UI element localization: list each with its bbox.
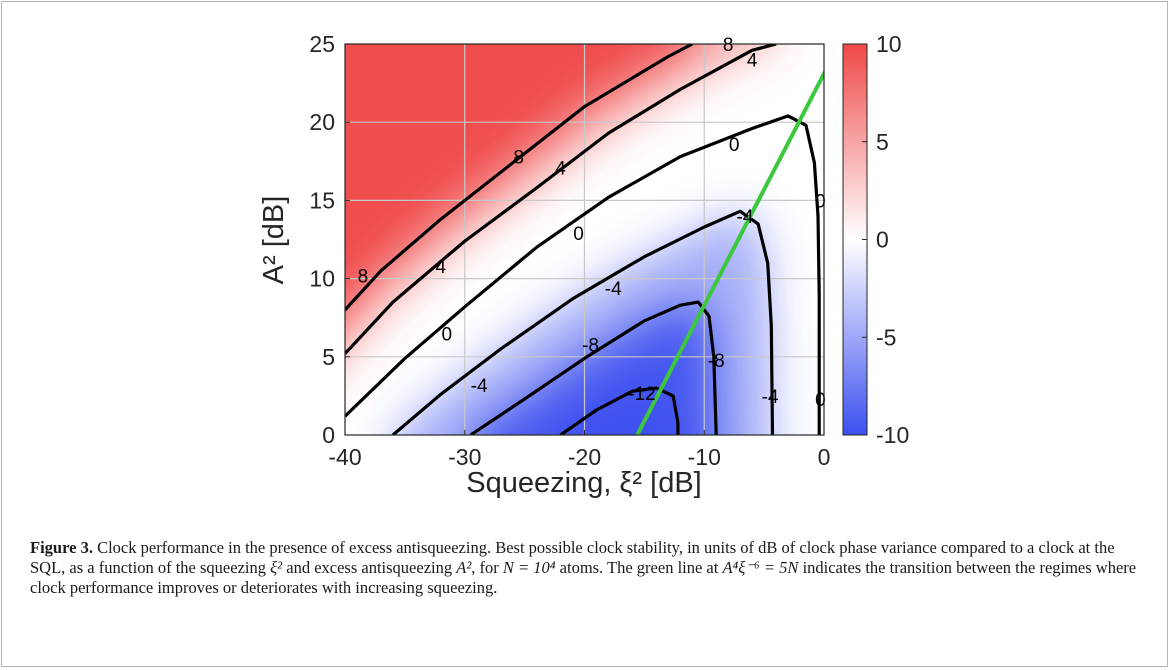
heat-region xyxy=(345,44,693,310)
colorbar-ticks: 10 5 0 -5 -10 xyxy=(862,31,909,448)
contour-label: 4 xyxy=(747,51,758,72)
y-tick-label: 0 xyxy=(322,422,335,448)
contour-line-8 xyxy=(345,44,694,311)
contour-label: -4 xyxy=(737,207,754,228)
contour-label: -8 xyxy=(582,335,599,356)
contour-line--8 xyxy=(469,300,718,435)
contour-label: 0 xyxy=(815,390,826,411)
contour-label: 8 xyxy=(723,35,734,56)
heatmap-field xyxy=(345,44,824,435)
contour-label: -4 xyxy=(762,387,779,408)
caption-text-1: Clock performance in the presence of exc… xyxy=(30,538,1115,577)
colorbar-tick-label: 0 xyxy=(876,227,889,253)
contour-label: -12 xyxy=(628,384,655,405)
heat-layers xyxy=(345,44,777,435)
green-transition-line xyxy=(635,69,824,435)
caption-math-antisqueezing: A² xyxy=(456,558,472,577)
contour-label: -4 xyxy=(471,376,488,397)
contour-line-0 xyxy=(345,114,821,435)
caption-math-atoms: N = 10⁴ xyxy=(502,558,556,577)
transition-line xyxy=(635,69,824,435)
contour-line--12 xyxy=(559,386,680,435)
contour-lines xyxy=(345,44,821,435)
contour-label: 0 xyxy=(729,135,740,156)
contour-label: 0 xyxy=(573,224,584,245)
colorbar-tick-label: -10 xyxy=(876,422,909,448)
caption-math-line: A⁴ξ⁻⁶ = 5N xyxy=(722,558,799,577)
x-tick-label: -30 xyxy=(448,444,481,470)
caption-label: Figure 3. xyxy=(30,538,93,557)
contour-label: 8 xyxy=(513,148,524,169)
contour-label: 0 xyxy=(441,324,452,345)
colorbar-tick-label: 10 xyxy=(876,31,902,57)
caption-text-3: , for xyxy=(471,558,503,577)
contour-label: 4 xyxy=(436,257,447,278)
colorbar-tick-label: 5 xyxy=(876,129,889,155)
figure-caption: Figure 3. Clock performance in the prese… xyxy=(30,538,1140,598)
colorbar-tick-label: -5 xyxy=(876,324,896,350)
contour-label: 4 xyxy=(555,159,566,180)
y-tick-label: 10 xyxy=(309,266,335,292)
y-tick-label: 20 xyxy=(309,109,335,135)
contour-label: 8 xyxy=(358,266,369,287)
y-tick-label: 5 xyxy=(322,344,335,370)
y-axis-label: A² [dB] xyxy=(258,196,290,285)
caption-text-4: atoms. The green line at xyxy=(555,558,723,577)
caption-text-5: indicates the transition between the reg… xyxy=(30,558,1137,597)
x-tick-label: -10 xyxy=(688,444,721,470)
x-tick-label: -20 xyxy=(568,444,601,470)
contour-label: -4 xyxy=(605,279,622,300)
x-axis-label: Squeezing, ξ² [dB] xyxy=(466,467,701,499)
contour-line--4 xyxy=(391,209,775,435)
contour-label: 0 xyxy=(815,191,826,212)
y-tick-label: 15 xyxy=(309,187,335,213)
contour-label: -8 xyxy=(708,351,725,372)
caption-math-squeezing: ξ² xyxy=(270,558,283,577)
y-tick-label: 25 xyxy=(309,31,335,57)
caption-text-2: and excess antisqueezing xyxy=(282,558,457,577)
x-tick-label: -40 xyxy=(328,444,361,470)
x-tick-label: 0 xyxy=(818,444,831,470)
contour-line-4 xyxy=(345,44,777,355)
heat-region xyxy=(560,388,678,435)
